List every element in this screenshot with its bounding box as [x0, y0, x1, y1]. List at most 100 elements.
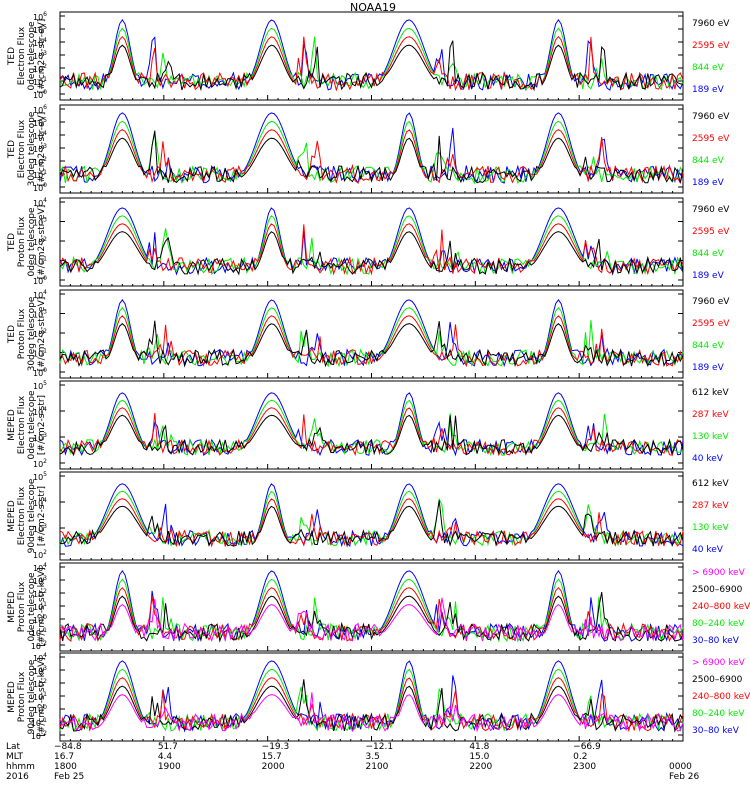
footer-mlt-value: 15.7 — [262, 752, 282, 762]
panel-3: 100 101 102 103 104 TED Proton Flux 0deg telesc… — [7, 197, 730, 287]
y-axis-label: [#/cm2-s-str-eV] — [37, 297, 47, 372]
series-trace-red — [59, 315, 684, 368]
legend-entry: 40 keV — [692, 454, 724, 464]
series-trace-black — [59, 500, 684, 548]
y-tick-label: 102 — [33, 63, 47, 74]
y-axis-label: [#/cm2-s-str-eV] — [37, 112, 47, 187]
footer-hhmm-value: 2200 — [469, 762, 492, 772]
y-tick-label: 102 — [33, 328, 47, 339]
footer-row-label: hhmm — [6, 762, 35, 772]
y-tick-label: 102 — [33, 678, 47, 689]
legend-entry: 80–240 keV — [692, 709, 745, 719]
y-axis-label: 90deg telescope — [27, 659, 37, 734]
y-tick-label: 104 — [33, 289, 47, 300]
y-tick-label: 101 — [33, 348, 47, 359]
legend-entry: 2500–6900 — [692, 585, 743, 595]
y-axis-label: Electron Flux — [17, 486, 27, 545]
y-tick-label: 104 — [33, 197, 47, 208]
y-axis-label: TED — [7, 47, 17, 66]
y-tick-label: 103 — [33, 143, 47, 154]
chart-title: NOAA19 — [350, 1, 396, 14]
legend-entry: 189 eV — [692, 85, 725, 95]
legend-entry: 7960 eV — [692, 112, 730, 122]
y-axis-label: [#/cm2-s-str-keV] — [37, 657, 47, 736]
y-tick-label: 101 — [33, 601, 47, 612]
y-tick-label: 10-2 — [31, 640, 47, 651]
y-axis-label: [#/cm2-s-str] — [37, 395, 47, 455]
y-tick-label: 102 — [33, 458, 47, 469]
legend-entry: 2500–6900 — [692, 675, 743, 685]
series-trace-green — [59, 578, 684, 643]
y-axis-label: Proton Flux — [17, 216, 27, 267]
y-tick-label: 105 — [33, 380, 47, 391]
series-trace-green — [59, 27, 684, 91]
y-axis-label: TED — [7, 140, 17, 159]
y-tick-label: 101 — [33, 169, 47, 180]
series-trace-red — [59, 35, 684, 92]
panel-5: 102 103 104 105 MEPED Electron Flux 0deg teles… — [7, 380, 729, 470]
legend-entry: 287 keV — [692, 501, 729, 511]
footer-mlt-value: 0.2 — [573, 752, 587, 762]
series-trace-black — [59, 679, 684, 733]
y-axis-label: 30deg telescope — [27, 296, 37, 371]
legend-entry: 40 keV — [692, 545, 724, 555]
legend-entry: 30–80 keV — [692, 726, 740, 736]
y-axis-label: TED — [7, 233, 17, 252]
series-trace-blue — [59, 483, 684, 548]
footer-lat-value: −19.3 — [262, 742, 290, 752]
y-tick-label: 105 — [33, 24, 47, 35]
y-axis-label: [#/cm2-s-str-eV] — [37, 205, 47, 280]
y-tick-label: 100 — [33, 614, 47, 625]
footer-hhmm-value: 2100 — [366, 762, 389, 772]
y-tick-label: 10-1 — [31, 627, 47, 638]
legend-entry: > 6900 keV — [692, 568, 746, 578]
y-tick-label: 106 — [33, 11, 47, 22]
y-axis-label: MEPED — [7, 591, 17, 623]
legend-entry: 844 eV — [692, 63, 725, 73]
series-trace-black — [59, 130, 684, 184]
y-axis-label: 90deg telescope — [27, 478, 37, 553]
footer-date-value: Feb 25 — [54, 772, 84, 782]
legend-entry: 240–800 keV — [692, 692, 750, 702]
series-trace-red — [59, 223, 684, 276]
y-tick-label: 104 — [33, 652, 47, 663]
y-tick-label: 104 — [33, 497, 47, 508]
legend-entry: 287 keV — [692, 410, 729, 420]
y-tick-label: 106 — [33, 104, 47, 115]
y-tick-label: 100 — [33, 367, 47, 378]
footer-mlt-value: 15.0 — [469, 752, 489, 762]
footer-lat-value: −12.1 — [366, 742, 394, 752]
legend-entry: 844 eV — [692, 156, 725, 166]
y-tick-label: 103 — [33, 50, 47, 61]
footer-lat-value: −84.8 — [54, 742, 82, 752]
legend-entry: 130 keV — [692, 523, 729, 533]
legend-entry: 240–800 keV — [692, 602, 750, 612]
y-axis-label: MEPED — [7, 681, 17, 713]
y-tick-label: 104 — [33, 37, 47, 48]
y-tick-label: 105 — [33, 117, 47, 128]
footer-lat-value: 51.7 — [158, 742, 178, 752]
y-axis-label: [#/cm2-s-str] — [37, 486, 47, 546]
panel-8: 10-2 10-1 100 101 102 103 104 MEPED Proton Flux 9… — [7, 652, 750, 742]
y-axis-label: [#/cm2-s-str-keV] — [37, 567, 47, 646]
legend-entry: 189 eV — [692, 271, 725, 281]
y-axis-label: 0deg telescope — [27, 572, 37, 642]
footer-lat-value: 41.8 — [469, 742, 489, 752]
y-tick-label: 103 — [33, 432, 47, 443]
legend-entry: 2595 eV — [692, 319, 730, 329]
series-trace-green — [59, 399, 684, 456]
footer-mlt-value: 16.7 — [54, 752, 74, 762]
y-tick-label: 103 — [33, 665, 47, 676]
legend-entry: > 6900 keV — [692, 658, 746, 668]
panel-2: 100 101 102 103 104 105 106 TED Electron Flux 30d… — [7, 104, 730, 194]
legend-entry: 7960 eV — [692, 297, 730, 307]
footer-lat-value: −66.9 — [573, 742, 601, 752]
y-axis-label: Proton Flux — [17, 581, 27, 632]
y-tick-label: 103 — [33, 217, 47, 228]
footer-hhmm-value: 2300 — [573, 762, 596, 772]
y-tick-label: 103 — [33, 523, 47, 534]
footer-mlt-value: 4.4 — [158, 752, 173, 762]
y-tick-label: 104 — [33, 406, 47, 417]
y-tick-label: 100 — [33, 182, 47, 193]
